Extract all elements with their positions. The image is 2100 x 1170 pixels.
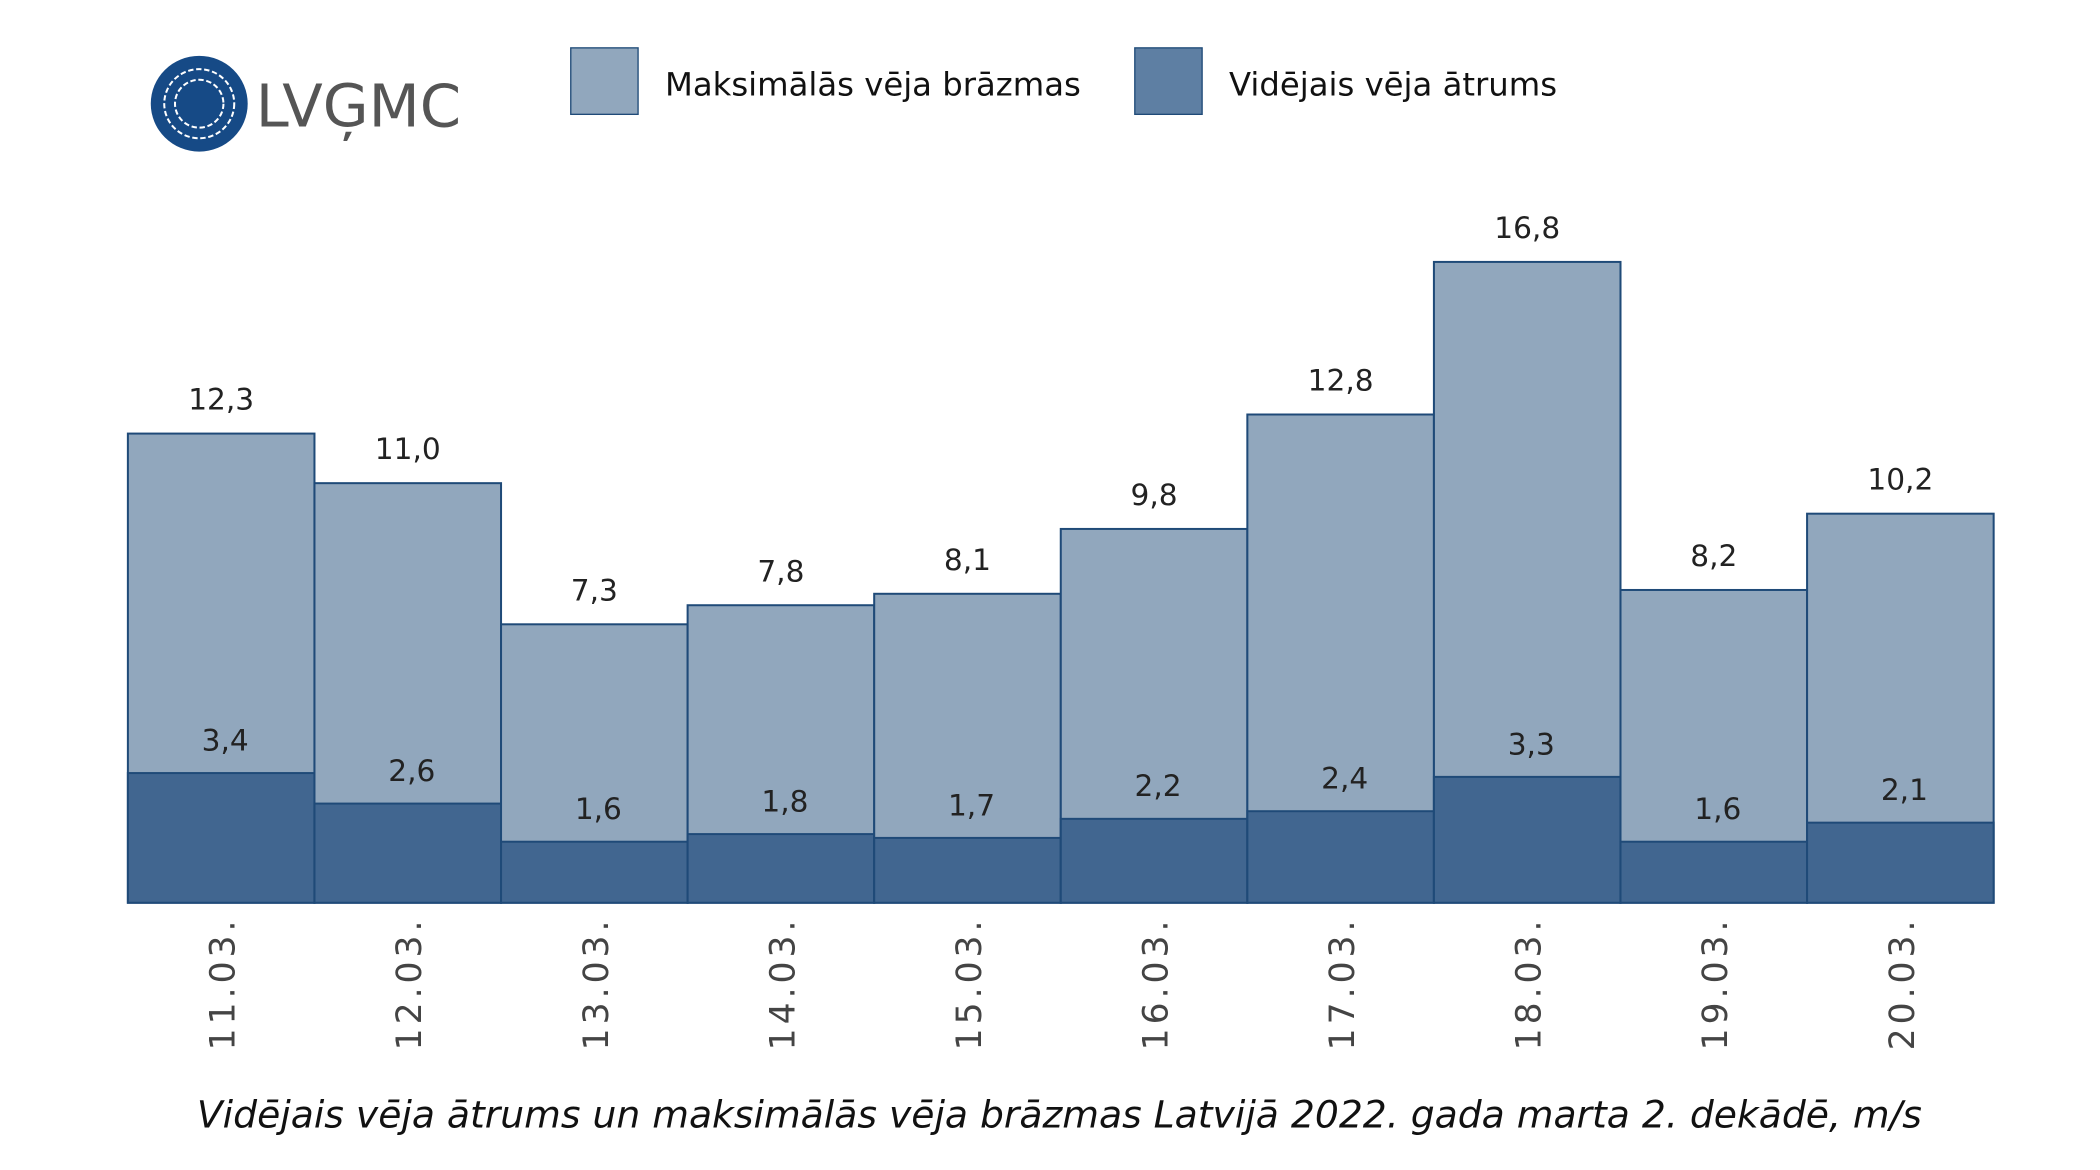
x-tick-label: 12.03. <box>390 917 430 1051</box>
logo-globe-icon <box>150 55 248 152</box>
legend: Maksimālās vēja brāzmas Vidējais vēja āt… <box>570 47 1557 116</box>
bars: 12,3 3,4 11,0 2,6 7,3 1,6 7,8 1,8 8,1 1,7 9,8 2,2 12… <box>126 211 1995 904</box>
data-label-avg: 3,4 <box>202 724 249 758</box>
data-label-avg: 3,3 <box>1508 727 1555 761</box>
x-tick-label: 18.03. <box>1509 917 1549 1051</box>
data-label-avg: 2,1 <box>1881 773 1928 807</box>
bar-avg-speed <box>1059 817 1249 904</box>
data-label-max: 8,2 <box>1690 539 1737 573</box>
bar-avg-speed <box>313 802 503 904</box>
data-label-max: 12,3 <box>188 383 254 417</box>
x-tick-label: 11.03. <box>203 917 243 1051</box>
x-tick-label: 14.03. <box>763 917 803 1051</box>
data-label-avg: 2,2 <box>1135 769 1182 803</box>
data-label-avg: 1,7 <box>948 788 995 822</box>
x-tick-label: 17.03. <box>1323 917 1363 1051</box>
data-label-avg: 1,8 <box>761 785 808 819</box>
x-tick-label: 16.03. <box>1136 917 1176 1051</box>
bar-avg-speed <box>1432 775 1622 904</box>
logo-ring-icon <box>173 78 225 129</box>
legend-swatch-max <box>570 47 639 116</box>
data-label-avg: 1,6 <box>575 792 622 826</box>
bar-avg-speed <box>126 772 316 904</box>
bar-avg-speed <box>686 833 876 904</box>
bar-avg-speed <box>500 840 689 904</box>
logo-text: LVĢMC <box>256 72 461 142</box>
data-label-avg: 1,6 <box>1694 792 1741 826</box>
bar-avg-speed <box>1246 810 1435 904</box>
data-label-max: 10,2 <box>1867 463 1933 497</box>
x-tick-label: 19.03. <box>1696 917 1736 1051</box>
data-label-max: 7,3 <box>571 574 618 608</box>
chart-title: Vidējais vēja ātrums un maksimālās vēja … <box>197 1093 1922 1137</box>
x-axis-ticks: 11.03. 12.03. 13.03. 14.03. 15.03. 16.03. 17.0… <box>203 917 1922 1051</box>
data-label-avg: 2,6 <box>388 754 435 788</box>
bar-avg-speed <box>873 836 1062 904</box>
data-label-max: 11,0 <box>375 432 441 466</box>
bar-avg-speed <box>1806 821 1995 904</box>
legend-swatch-avg <box>1134 47 1203 116</box>
x-tick-label: 15.03. <box>950 917 990 1051</box>
bar-avg-speed <box>1619 840 1809 904</box>
data-label-max: 9,8 <box>1131 478 1178 512</box>
data-label-avg: 2,4 <box>1321 762 1368 796</box>
x-tick-label: 20.03. <box>1883 917 1923 1051</box>
logo-ring-icon <box>163 68 236 140</box>
legend-label-avg: Vidējais vēja ātrums <box>1229 66 1557 104</box>
data-label-max: 12,8 <box>1308 364 1374 398</box>
data-label-max: 16,8 <box>1494 211 1560 245</box>
data-label-max: 8,1 <box>944 543 991 577</box>
logo: LVĢMC <box>150 55 461 152</box>
x-tick-label: 13.03. <box>577 917 617 1051</box>
legend-label-max: Maksimālās vēja brāzmas <box>665 66 1081 104</box>
data-label-max: 7,8 <box>757 554 804 588</box>
